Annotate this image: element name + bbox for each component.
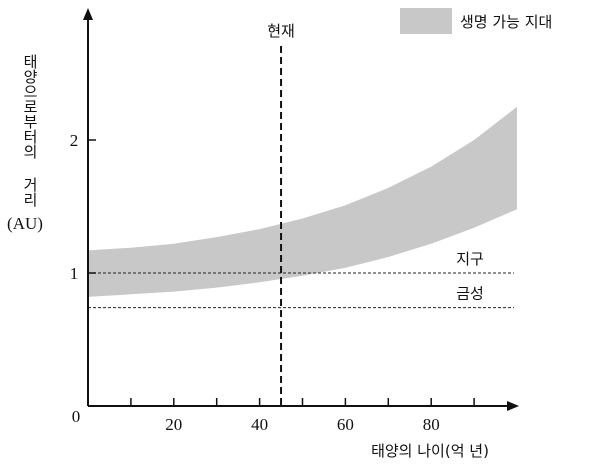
- reference-label-present: 현재: [267, 22, 295, 40]
- habitable-zone-band: [88, 106, 517, 297]
- y-axis-arrow: [83, 8, 93, 20]
- y-axis-unit: (AU): [7, 214, 43, 233]
- x-tick-label-60: 60: [337, 415, 354, 434]
- x-tick-label-20: 20: [165, 415, 182, 434]
- y-tick-label-1: 1: [70, 264, 79, 283]
- reference-label-earth: 지구: [456, 250, 484, 268]
- x-tick-label-80: 80: [423, 415, 440, 434]
- legend-label: 생명 가능 지대: [460, 13, 552, 31]
- y-tick-label-0: 0: [72, 407, 81, 426]
- reference-label-venus: 금성: [456, 285, 484, 303]
- y-tick-label-2: 2: [70, 131, 79, 150]
- x-axis-label: 태양의 나이(억 년): [371, 442, 489, 460]
- y-axis-label: 태양으로부터의 거리: [21, 53, 39, 207]
- x-axis-arrow: [507, 401, 519, 411]
- legend-swatch: [400, 8, 452, 34]
- x-tick-label-40: 40: [251, 415, 268, 434]
